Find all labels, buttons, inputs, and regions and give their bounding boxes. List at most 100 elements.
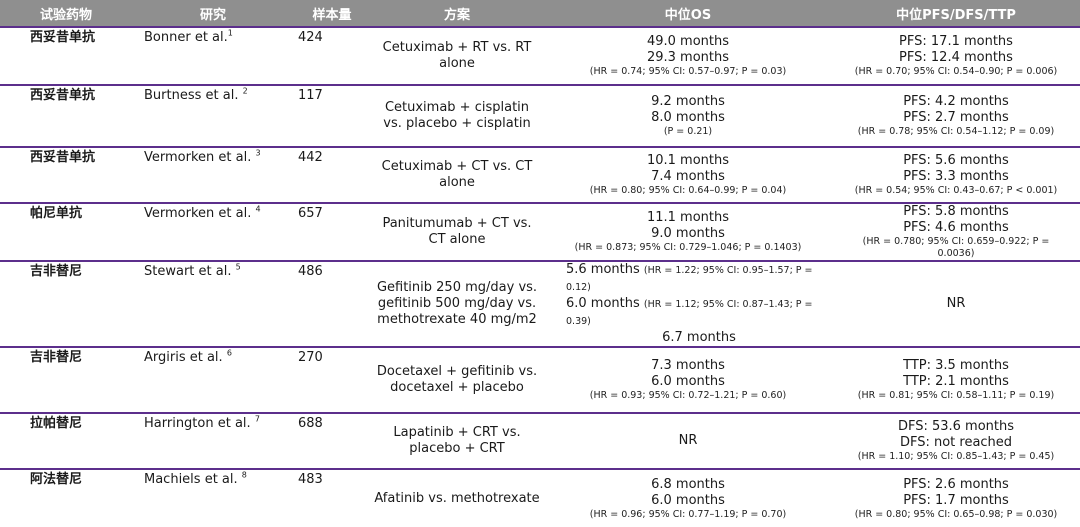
os-value: 11.1 months xyxy=(646,210,730,225)
reference-number: 5 xyxy=(235,262,241,272)
os-statistics: (HR = 1.12; 95% CI: 0.87–1.43; P = 0.39) xyxy=(566,299,813,327)
os-value: 6.0 months xyxy=(651,492,725,508)
os-entry: 5.6 months (HR = 1.22; 95% CI: 0.95–1.57… xyxy=(566,262,832,296)
os-statistics: (HR = 0.93; 95% CI: 0.72–1.21; P = 0.60) xyxy=(589,390,787,401)
os-value: 6.8 months xyxy=(651,476,725,492)
dfs-value: DFS: 53.6 months xyxy=(897,419,1015,434)
sample-size-cell: 442 xyxy=(294,146,370,203)
dfs-value: DFS: not reached xyxy=(899,435,1013,450)
table-row: 吉非替尼 Argiris et al. 6 270 Docetaxel + ge… xyxy=(0,346,1080,413)
os-value: 7.3 months xyxy=(651,358,725,373)
pfs-statistics: (HR = 0.80; 95% CI: 0.65–0.98; P = 0.030… xyxy=(854,508,1058,520)
regimen-cell: Lapatinib + CRT vs. placebo + CRT xyxy=(370,412,544,469)
os-value: 9.2 months xyxy=(651,94,725,109)
drug-cell: 吉非替尼 xyxy=(0,260,132,347)
header-row: 试验药物 研究 样本量 方案 中位OS 中位PFS/DFS/TTP xyxy=(0,0,1080,27)
os-cell: 10.1 months 7.4 months (HR = 0.80; 95% C… xyxy=(544,146,832,203)
drug-cell: 阿法替尼 xyxy=(0,468,132,527)
os-value: 9.0 months xyxy=(651,226,725,241)
pfs-cell: TTP: 3.5 months TTP: 2.1 months (HR = 0.… xyxy=(832,346,1080,413)
study-cell: Harrington et al. 7 xyxy=(132,412,294,469)
pfs-value: PFS: 5.8 months xyxy=(903,204,1009,219)
pfs-cell: PFS: 5.8 months PFS: 4.6 months (HR = 0.… xyxy=(832,202,1080,261)
header-sample-size: 样本量 xyxy=(294,0,370,27)
study-cell: Machiels et al. 8 xyxy=(132,468,294,527)
reference-number: 4 xyxy=(255,204,261,214)
os-value: 6.0 months xyxy=(651,374,725,389)
sample-size-cell: 486 xyxy=(294,260,370,347)
sample-size-cell: 117 xyxy=(294,84,370,147)
drug-cell: 西妥昔单抗 xyxy=(0,146,132,203)
study-cell: Bonner et al.1 xyxy=(132,26,294,85)
drug-cell: 吉非替尼 xyxy=(0,346,132,413)
header-regimen: 方案 xyxy=(370,0,544,27)
pfs-value: PFS: 2.6 months xyxy=(903,476,1009,492)
header-study: 研究 xyxy=(132,0,294,27)
os-statistics: (HR = 0.80; 95% CI: 0.64–0.99; P = 0.04) xyxy=(589,185,787,196)
study-name: Bonner et al. xyxy=(144,30,228,45)
table-row: 帕尼单抗 Vermorken et al. 4 657 Panitumumab … xyxy=(0,202,1080,261)
table-row: 拉帕替尼 Harrington et al. 7 688 Lapatinib +… xyxy=(0,412,1080,469)
reference-number: 7 xyxy=(254,414,260,424)
regimen-cell: Cetuximab + CT vs. CT alone xyxy=(370,146,544,203)
os-cell: 11.1 months 9.0 months (HR = 0.873; 95% … xyxy=(544,202,832,261)
pfs-cell: PFS: 2.6 months PFS: 1.7 months (HR = 0.… xyxy=(832,468,1080,527)
study-cell: Stewart et al. 5 xyxy=(132,260,294,347)
pfs-statistics: (HR = 1.10; 95% CI: 0.85–1.43; P = 0.45) xyxy=(857,451,1055,462)
os-value: 49.0 months xyxy=(646,34,730,49)
os-statistics: (HR = 0.873; 95% CI: 0.729–1.046; P = 0.… xyxy=(574,242,802,253)
pfs-statistics: (HR = 0.81; 95% CI: 0.58–1.11; P = 0.19) xyxy=(857,390,1055,401)
table-row: 西妥昔单抗 Burtness et al. 2 117 Cetuximab + … xyxy=(0,84,1080,147)
study-name: Vermorken et al. xyxy=(144,150,252,165)
os-cell: 5.6 months (HR = 1.22; 95% CI: 0.95–1.57… xyxy=(544,260,832,347)
os-cell: 49.0 months 29.3 months (HR = 0.74; 95% … xyxy=(544,26,832,85)
os-entry: 6.7 months xyxy=(566,330,832,346)
drug-cell: 帕尼单抗 xyxy=(0,202,132,261)
regimen-cell: Cetuximab + cisplatin vs. placebo + cisp… xyxy=(370,84,544,147)
pfs-cell: DFS: 53.6 months DFS: not reached (HR = … xyxy=(832,412,1080,469)
pfs-value: PFS: 2.7 months xyxy=(903,110,1009,125)
os-statistics: (P = 0.21) xyxy=(663,126,713,137)
study-cell: Vermorken et al. 3 xyxy=(132,146,294,203)
os-value: 6.7 months xyxy=(662,330,736,345)
reference-number: 3 xyxy=(255,148,261,158)
study-cell: Vermorken et al. 4 xyxy=(132,202,294,261)
header-median-os: 中位OS xyxy=(544,0,832,27)
table-row: 西妥昔单抗 Bonner et al.1 424 Cetuximab + RT … xyxy=(0,26,1080,85)
regimen-cell: Afatinib vs. methotrexate xyxy=(370,468,544,527)
regimen-cell: Gefitinib 250 mg/day vs. gefitinib 500 m… xyxy=(370,260,544,347)
os-statistics: (HR = 1.22; 95% CI: 0.95–1.57; P = 0.12) xyxy=(566,265,813,293)
os-cell: 6.8 months 6.0 months (HR = 0.96; 95% CI… xyxy=(544,468,832,527)
pfs-value: PFS: 12.4 months xyxy=(899,50,1013,65)
os-value: 29.3 months xyxy=(646,50,730,65)
os-value: 8.0 months xyxy=(651,110,725,125)
table-row: 西妥昔单抗 Vermorken et al. 3 442 Cetuximab +… xyxy=(0,146,1080,203)
study-cell: Argiris et al. 6 xyxy=(132,346,294,413)
sample-size-cell: 483 xyxy=(294,468,370,527)
pfs-statistics: (HR = 0.70; 95% CI: 0.54–0.90; P = 0.006… xyxy=(854,66,1058,77)
sample-size-cell: 424 xyxy=(294,26,370,85)
pfs-cell: NR xyxy=(832,260,1080,347)
sample-size-cell: 688 xyxy=(294,412,370,469)
study-name: Argiris et al. xyxy=(144,350,223,365)
reference-number: 1 xyxy=(227,28,233,38)
os-cell: 7.3 months 6.0 months (HR = 0.93; 95% CI… xyxy=(544,346,832,413)
pfs-value: PFS: 4.6 months xyxy=(903,220,1009,235)
pfs-statistics: (HR = 0.78; 95% CI: 0.54–1.12; P = 0.09) xyxy=(857,126,1055,137)
os-value: 6.0 months xyxy=(566,296,640,311)
drug-cell: 西妥昔单抗 xyxy=(0,84,132,147)
os-cell: 9.2 months 8.0 months (P = 0.21) xyxy=(544,84,832,147)
regimen-cell: Cetuximab + RT vs. RT alone xyxy=(370,26,544,85)
table-row: 吉非替尼 Stewart et al. 5 486 Gefitinib 250 … xyxy=(0,260,1080,347)
pfs-statistics: (HR = 0.54; 95% CI: 0.43–0.67; P < 0.001… xyxy=(854,185,1058,196)
pfs-value: PFS: 17.1 months xyxy=(899,34,1013,49)
study-name: Harrington et al. xyxy=(144,416,251,431)
pfs-value: PFS: 5.6 months xyxy=(903,153,1009,168)
study-name: Machiels et al. xyxy=(144,472,238,487)
pfs-cell: PFS: 17.1 months PFS: 12.4 months (HR = … xyxy=(832,26,1080,85)
os-value: 5.6 months xyxy=(566,262,640,277)
ttp-value: TTP: 3.5 months xyxy=(903,358,1009,373)
os-entry: 6.0 months (HR = 1.12; 95% CI: 0.87–1.43… xyxy=(566,296,832,330)
pfs-value: PFS: 1.7 months xyxy=(903,492,1009,508)
